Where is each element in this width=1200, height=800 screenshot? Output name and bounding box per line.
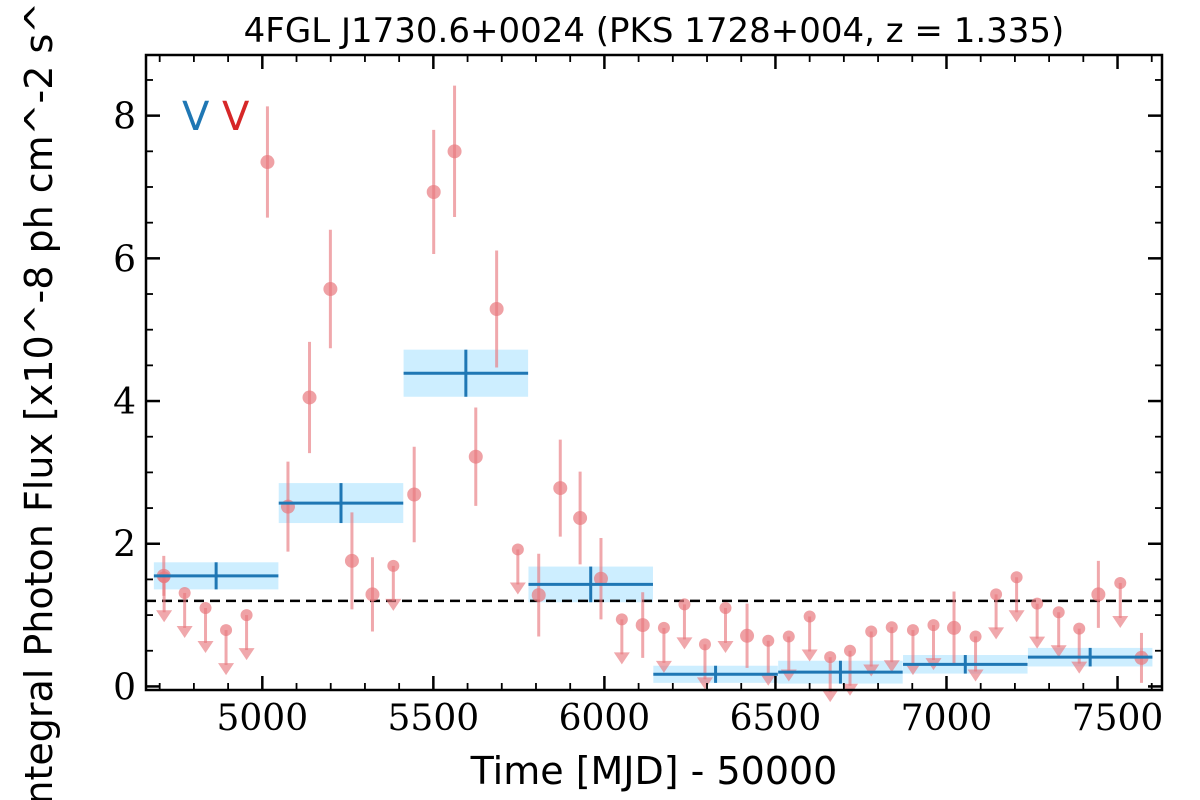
detection-point (635, 618, 650, 633)
marker-label: V (222, 94, 250, 140)
detection-point (260, 155, 275, 170)
upper-limit-arrow (883, 660, 900, 673)
upper-limit-arrow (1008, 610, 1025, 623)
upper-limit-point (178, 586, 191, 599)
upper-limit-arrow (1071, 661, 1088, 674)
upper-limit-point (1052, 606, 1065, 619)
detection-point (1091, 587, 1106, 602)
upper-limit-arrow (655, 660, 672, 673)
upper-limit-arrow (1050, 645, 1067, 658)
detection-point (489, 302, 504, 316)
upper-limit-point (511, 543, 524, 556)
plot-frame (144, 53, 1164, 692)
detection-point (947, 620, 962, 635)
detection-point (426, 184, 441, 199)
upper-limit-point (1010, 571, 1023, 584)
detection-point (468, 449, 483, 464)
detection-point (344, 553, 359, 568)
upper-limit-point (762, 634, 775, 647)
upper-limit-arrow (904, 663, 921, 676)
detection-point (323, 282, 338, 297)
axis-labels: 4FGL J1730.6+0024 (PKS 1728+004, z = 1.3… (17, 0, 1064, 800)
upper-limit-arrow (967, 669, 984, 682)
upper-limit-arrow (176, 625, 193, 638)
upper-limit-arrow (676, 637, 693, 650)
upper-limit-point (803, 610, 816, 623)
upper-limit-point (240, 609, 253, 622)
upper-limit-arrow (238, 648, 255, 661)
y-tick-label: 0 (113, 667, 136, 708)
upper-limit-point (865, 625, 878, 638)
upper-limit-arrow (197, 640, 214, 653)
upper-limit-point (615, 613, 628, 626)
upper-limit-points (156, 543, 1129, 703)
upper-limit-point (1114, 576, 1127, 589)
upper-limit-point (678, 598, 691, 611)
upper-limit-arrow (988, 627, 1005, 640)
upper-limit-point (824, 651, 837, 664)
upper-limit-arrow (1029, 636, 1046, 649)
upper-limit-point (906, 624, 919, 637)
marker-label: V (182, 94, 210, 140)
upper-limit-point (844, 644, 857, 657)
upper-limit-point (990, 588, 1003, 601)
detection-point (531, 588, 546, 603)
y-tick-label: 2 (113, 525, 136, 566)
upper-limit-point (1073, 622, 1086, 635)
detection-point (553, 481, 568, 496)
upper-limit-arrow (218, 663, 235, 676)
chart-title: 4FGL J1730.6+0024 (PKS 1728+004, z = 1.3… (244, 11, 1065, 51)
binned-points (153, 349, 1153, 684)
x-tick-label: 6000 (559, 698, 651, 739)
x-tick-label: 7000 (901, 698, 993, 739)
axes: 5000 5500 6000 6500 7000 7500 0 2 4 6 8 (113, 53, 1164, 739)
upper-limit-arrow (717, 640, 734, 653)
x-axis-label: Time [MJD] - 50000 (470, 749, 838, 793)
x-tick-label: 5500 (388, 698, 480, 739)
detection-point (447, 144, 462, 159)
upper-limit-point (969, 630, 982, 643)
upper-limit-point (927, 619, 940, 632)
upper-limit-arrow (613, 652, 630, 665)
y-tick-label: 4 (113, 382, 136, 423)
upper-limit-arrow (863, 664, 880, 677)
upper-limit-arrow (385, 598, 402, 611)
x-tick-label: 6500 (730, 698, 822, 739)
upper-limit-point (387, 559, 400, 572)
detection-point (407, 487, 422, 502)
upper-limit-point (220, 624, 233, 637)
detection-points (156, 85, 1149, 683)
x-tick-label: 5000 (216, 698, 308, 739)
detection-point (740, 628, 755, 643)
upper-limit-point (719, 601, 732, 614)
detection-point (365, 587, 380, 602)
upper-limit-arrow (696, 677, 713, 690)
upper-limit-arrow (822, 690, 839, 703)
detection-point (573, 511, 588, 526)
upper-limit-point (657, 621, 670, 634)
upper-limit-point (199, 601, 212, 614)
upper-limit-arrow (801, 649, 818, 662)
upper-limit-point (1031, 597, 1044, 610)
y-tick-label: 8 (113, 97, 136, 138)
upper-limit-arrow (760, 673, 777, 686)
upper-limit-arrow (156, 610, 173, 623)
x-tick-label: 7500 (1072, 698, 1164, 739)
upper-limit-point (782, 630, 795, 643)
y-axis-label: Integral Photon Flux [x10^-8 ph cm^-2 s^… (17, 0, 61, 800)
upper-limit-point (885, 621, 898, 634)
y-tick-label: 6 (113, 239, 136, 280)
detection-point (302, 390, 317, 405)
upper-limit-arrow (1112, 615, 1129, 628)
upper-limit-point (698, 638, 711, 651)
upper-limit-arrow (509, 582, 526, 595)
detection-point (593, 571, 608, 586)
